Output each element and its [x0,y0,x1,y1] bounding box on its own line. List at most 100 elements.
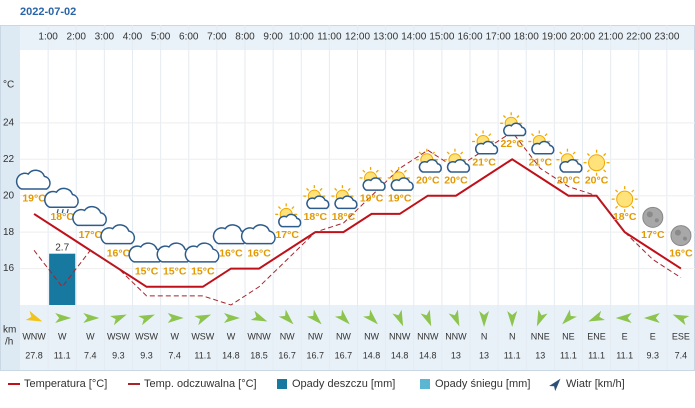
legend-label: Opady deszczu [mm] [292,378,395,390]
y-axis-label: °C [3,80,14,91]
sun-ray [418,151,422,155]
weather-icon [472,130,499,155]
sun-ray [460,151,464,155]
sun-ray [603,153,607,157]
hour-label: 10:00 [289,32,314,43]
sun-ray [446,151,450,155]
weather-icon [415,148,442,173]
wind-unit: /h [5,337,13,348]
wind-speed: 13 [479,350,489,360]
sun-ray [615,205,619,209]
sun-ray [319,187,323,191]
wind-arrow [507,311,518,327]
precipitation-bar [49,253,76,305]
wind-direction: NNW [417,331,439,341]
weather-icon [387,166,414,191]
temperature-label: 19°C [388,193,412,205]
wind-arrow [306,309,322,325]
hour-label: 17:00 [486,32,511,43]
wind-direction: W [86,331,95,341]
wind-direction: E [650,331,656,341]
cloud-icon [306,195,330,210]
moon-spot [654,218,659,223]
weather-icon [611,186,638,213]
cloud-icon [334,195,358,210]
hour-label: 2:00 [67,32,87,43]
hour-label: 19:00 [542,32,567,43]
hour-label: 5:00 [151,32,171,43]
wind-arrow [278,309,294,325]
wind-arrow [223,313,240,323]
wind-speed: 11.1 [560,350,577,360]
wind-speed: 9.3 [140,350,153,360]
wind-arrow [672,314,690,326]
sun-ray [603,169,607,173]
legend-swatch [277,379,287,389]
temperature-label: 15°C [191,266,215,278]
wind-direction: NNW [445,331,467,341]
wind-direction: WNW [22,331,46,341]
sun-ray [403,169,407,173]
temperature-label: 17°C [641,229,665,241]
sun-ray [306,187,310,191]
wind-speed: 14.8 [419,350,437,360]
wind-speed: 7.4 [168,350,181,360]
wind-arrow [250,310,268,322]
hour-label: 11:00 [317,32,342,43]
wind-arrow [643,313,660,323]
y-tick-label: 18 [3,227,15,238]
cloud-icon [15,169,51,190]
hour-label: 14:00 [401,32,426,43]
wind-arrow [194,314,212,326]
wind-arrow [110,314,127,326]
moon-icon [670,225,692,247]
sun-ray [375,169,379,173]
cloud-icon [278,213,302,228]
sun-ray [631,189,635,193]
temperature-label: 18°C [304,211,328,223]
wind-arrow [392,309,404,327]
weather-icon [359,166,386,191]
wind-direction: NW [280,331,295,341]
temperature-label: 16°C [219,247,243,259]
wind-direction: W [58,331,67,341]
wind-speed: 11.1 [194,350,211,360]
sun-ray [334,187,338,191]
sun-ray [432,151,436,155]
date: 2022-07-02 [20,6,76,18]
moon-spot [646,211,653,218]
hour-label: 21:00 [598,32,623,43]
wind-arrow [615,313,632,323]
sun-ray [559,151,563,155]
wind-arrow [448,309,460,327]
weather-icon [670,225,692,247]
hour-header [0,25,695,50]
weather-icon [331,185,358,210]
wind-speed: 9.3 [112,350,125,360]
wind-speed: 11.1 [588,350,605,360]
temperature-label: 15°C [135,266,159,278]
weather-icon [303,185,330,210]
weather-icon [642,206,664,228]
wind-arrow [167,313,184,323]
wind-speed: 14.8 [222,350,240,360]
wind-speed: 11.1 [616,350,633,360]
sun-ray [291,206,295,210]
wind-direction: NNW [389,331,411,341]
wind-speed: 13 [535,350,545,360]
wind-arrow [562,309,577,325]
cloud-icon [559,159,583,173]
cloud-icon [100,224,136,245]
wind-arrow [55,313,72,323]
sun-ray [502,115,506,119]
weather-icon [100,224,136,245]
hour-label: 7:00 [207,32,227,43]
weather-icon [184,242,220,263]
temperature-label: 20°C [557,174,581,186]
hour-label: 4:00 [123,32,143,43]
wind-speed: 13 [451,350,461,360]
cloud-icon [184,242,220,263]
sun-icon [616,190,634,208]
sun-ray [544,133,548,137]
